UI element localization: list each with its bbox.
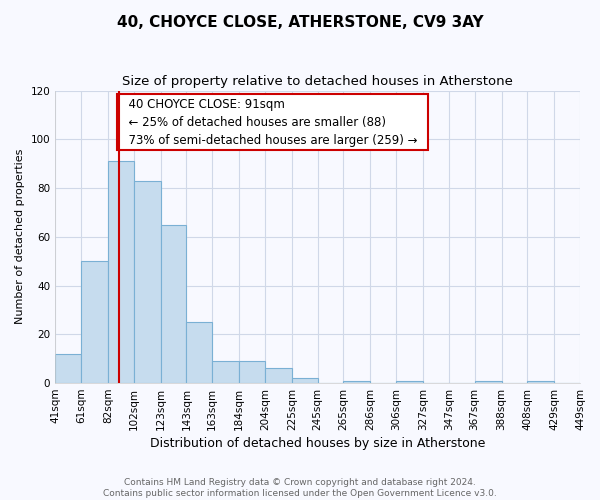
Bar <box>343 380 370 383</box>
X-axis label: Distribution of detached houses by size in Atherstone: Distribution of detached houses by size … <box>150 437 485 450</box>
Bar <box>292 378 317 383</box>
Bar <box>265 368 292 383</box>
Text: Contains HM Land Registry data © Crown copyright and database right 2024.
Contai: Contains HM Land Registry data © Crown c… <box>103 478 497 498</box>
Bar <box>396 380 423 383</box>
Title: Size of property relative to detached houses in Atherstone: Size of property relative to detached ho… <box>122 75 513 88</box>
Bar <box>161 224 187 383</box>
Bar <box>475 380 502 383</box>
Text: 40, CHOYCE CLOSE, ATHERSTONE, CV9 3AY: 40, CHOYCE CLOSE, ATHERSTONE, CV9 3AY <box>116 15 484 30</box>
Bar <box>187 322 212 383</box>
Bar <box>527 380 554 383</box>
Y-axis label: Number of detached properties: Number of detached properties <box>15 149 25 324</box>
Bar <box>134 180 161 383</box>
Text: 40 CHOYCE CLOSE: 91sqm  
  ← 25% of detached houses are smaller (88)  
  73% of : 40 CHOYCE CLOSE: 91sqm ← 25% of detached… <box>121 98 425 147</box>
Bar <box>212 361 239 383</box>
Bar <box>81 261 108 383</box>
Bar <box>108 161 134 383</box>
Bar <box>55 354 81 383</box>
Bar <box>239 361 265 383</box>
